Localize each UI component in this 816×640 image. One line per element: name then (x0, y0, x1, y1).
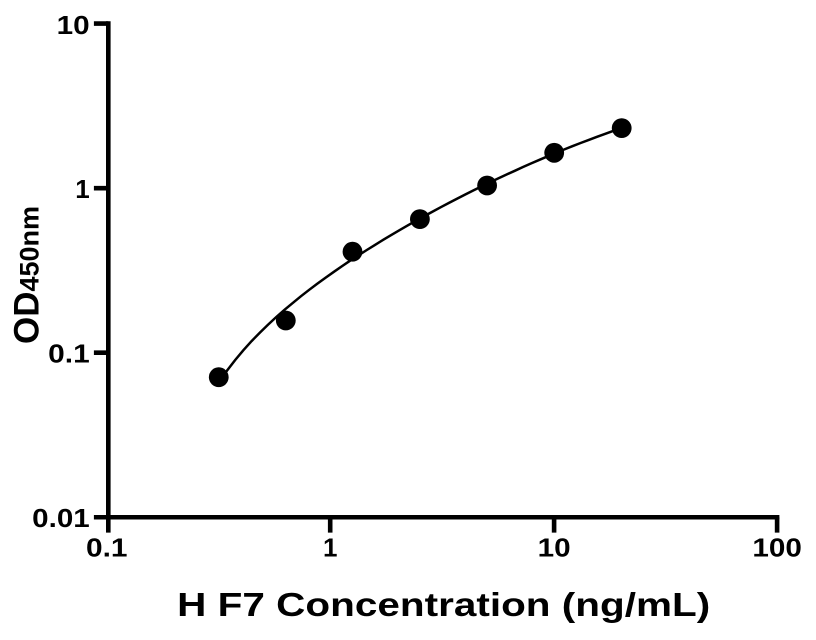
svg-text:100: 100 (752, 533, 802, 563)
svg-text:10: 10 (57, 10, 90, 40)
svg-text:1: 1 (323, 533, 337, 563)
svg-text:OD450nm: OD450nm (8, 206, 47, 344)
svg-text:0.01: 0.01 (32, 503, 90, 533)
svg-text:0.1: 0.1 (86, 533, 128, 563)
svg-text:0.1: 0.1 (48, 339, 90, 369)
svg-text:1: 1 (75, 174, 89, 204)
svg-text:10: 10 (538, 533, 571, 563)
svg-text:H F7 Concentration (ng/mL): H F7 Concentration (ng/mL) (177, 586, 710, 623)
